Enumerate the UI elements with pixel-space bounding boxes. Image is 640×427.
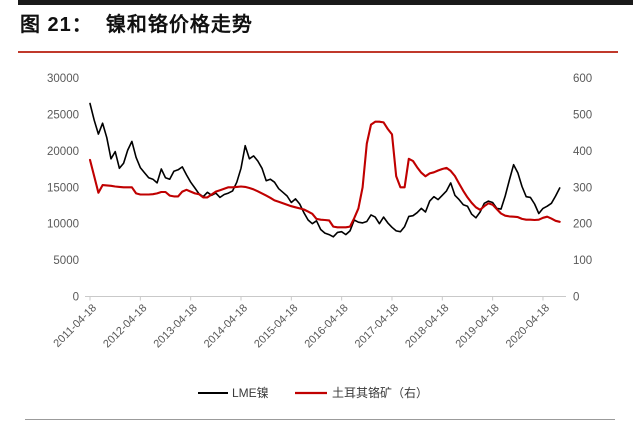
x-tick-label: 2017-04-18 — [353, 302, 401, 350]
x-tick-label: 2015-04-18 — [252, 302, 300, 350]
x-tick-label: 2014-04-18 — [202, 302, 250, 350]
top-bar — [18, 0, 633, 5]
x-tick-label: 2020-04-18 — [504, 302, 552, 350]
x-tick-label: 2013-04-18 — [151, 302, 199, 350]
y-left-tick-label: 5000 — [53, 255, 79, 267]
figure-title: 图 21： 镍和铬价格走势 — [20, 14, 253, 36]
y-left-tick-label: 25000 — [47, 109, 79, 121]
x-tick-label: 2018-04-18 — [403, 302, 451, 350]
y-right-tick-label: 100 — [573, 255, 592, 267]
y-right-tick-label: 400 — [573, 146, 592, 158]
y-left-tick-label: 30000 — [47, 73, 79, 85]
y-right-tick-label: 500 — [573, 109, 592, 121]
y-right-tick-label: 600 — [573, 73, 592, 85]
y-right-tick-label: 300 — [573, 182, 592, 194]
y-left-tick-label: 15000 — [47, 182, 79, 194]
x-tick-label: 2011-04-18 — [51, 302, 99, 350]
x-tick-label: 2012-04-18 — [101, 302, 149, 350]
x-tick-label: 2019-04-18 — [453, 302, 501, 350]
series-line-lme-nickel — [89, 102, 561, 238]
y-right-tick-label: 0 — [573, 292, 579, 304]
y-left-tick-label: 20000 — [47, 146, 79, 158]
x-tick-label: 2016-04-18 — [302, 302, 350, 350]
legend-label-lme-nickel: LME镍 — [232, 386, 269, 400]
y-right-tick-label: 200 — [573, 219, 592, 231]
series-line-turkish-chrome-ore — [88, 120, 561, 229]
legend-label-turkish-chrome-ore: 土耳其铬矿（右） — [332, 385, 428, 400]
y-left-tick-label: 0 — [73, 292, 79, 304]
y-left-tick-label: 10000 — [47, 219, 79, 231]
title-underline — [18, 51, 618, 53]
footer-divider — [25, 419, 615, 420]
